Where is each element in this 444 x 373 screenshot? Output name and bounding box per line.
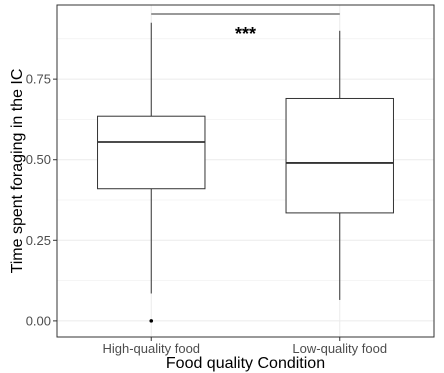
x-axis: High-quality food Low-quality food [102,337,387,356]
panel-border [56,4,435,338]
significance-label: *** [235,24,256,44]
y-axis-title: Time spent foraging in the IC [9,69,26,274]
y-tick-label: 0.00 [26,313,51,328]
outlier-point [149,319,154,323]
boxplot-low-quality [285,30,394,300]
y-tick-label: 0.25 [26,233,51,248]
y-axis: 0.00 0.25 0.50 0.75 [26,72,57,328]
x-tick-label: Low-quality food [292,341,387,356]
iqr-box [97,115,206,190]
boxplot-high-quality [97,22,206,323]
x-tick-label: High-quality food [102,341,200,356]
x-axis-title: Food quality Condition [166,355,325,372]
significance-annotation: *** [151,13,340,44]
box-layer [97,22,394,323]
y-tick-label: 0.50 [26,152,51,167]
y-tick-label: 0.75 [26,72,51,87]
iqr-box [285,97,394,214]
